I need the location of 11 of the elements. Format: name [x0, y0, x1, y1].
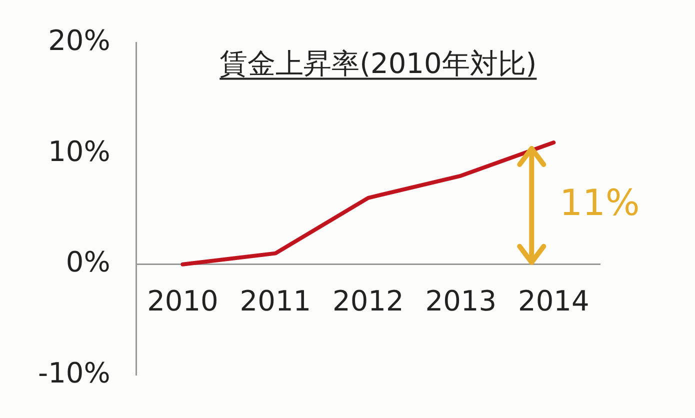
y-tick-label: -10% — [38, 356, 110, 390]
y-tick-label: 0% — [66, 246, 110, 279]
annotation: 11% — [560, 182, 640, 224]
x-tick-label: 2014 — [518, 284, 590, 318]
x-tick-label: 2010 — [147, 284, 218, 318]
y-tick-label: 10% — [48, 134, 110, 168]
chart-title: 賃金上昇率(2010年対比) — [220, 46, 537, 80]
x-tick-label: 2011 — [240, 284, 312, 318]
x-tick-label: 2012 — [332, 284, 404, 318]
y-tick-label: 20% — [48, 24, 110, 58]
x-tick-label: 2013 — [425, 284, 497, 318]
